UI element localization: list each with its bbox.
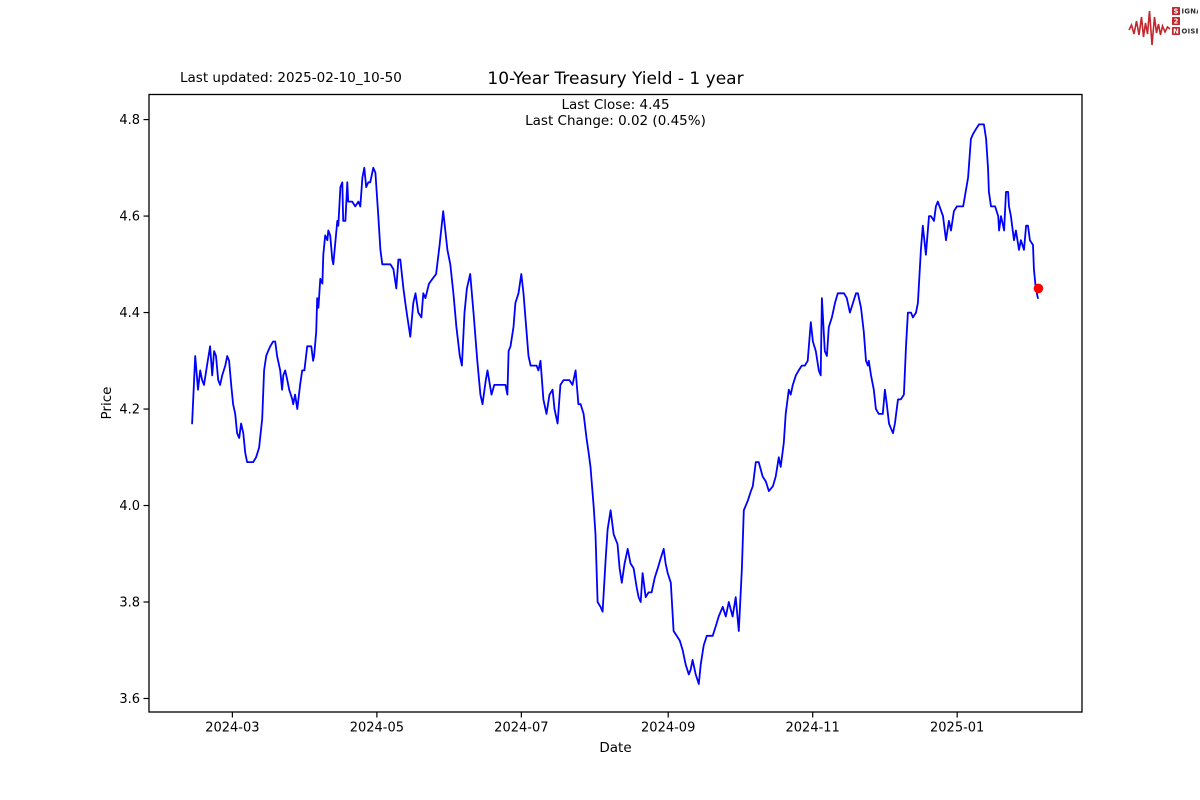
y-tick-label: 4.2 <box>119 402 140 417</box>
logo-badge-2 <box>1172 17 1180 25</box>
last-close-text: Last Close: 4.45 <box>561 97 670 113</box>
logo-badge-n-letter: N <box>1173 28 1179 36</box>
x-tick-label: 2024-11 <box>786 721 840 736</box>
logo-text-oise: OISE <box>1182 28 1199 36</box>
y-tick-label: 4.8 <box>119 113 140 128</box>
signal2noise-logo: S IGNAL 2 N OISE <box>1128 7 1198 46</box>
logo-badge-2-letter: 2 <box>1174 18 1179 26</box>
y-tick-label: 3.6 <box>119 692 140 707</box>
y-tick-label: 3.8 <box>119 595 140 610</box>
x-axis-label: Date <box>599 740 632 756</box>
x-tick-label: 2024-03 <box>205 721 259 736</box>
y-tick-label: 4.6 <box>119 209 140 224</box>
chart-subtitle: Last Close: 4.45 Last Change: 0.02 (0.45… <box>149 97 1082 129</box>
logo-wordmark: S IGNAL 2 N OISE <box>1172 7 1198 36</box>
last-change-text: Last Change: 0.02 (0.45%) <box>525 112 706 129</box>
logo-text-ignal: IGNAL <box>1182 8 1199 16</box>
last-updated-label: Last updated: 2025-02-10_10-50 <box>180 70 402 86</box>
logo-badge-n <box>1172 27 1180 35</box>
plot-frame <box>148 93 1083 713</box>
ekg-waveform-icon <box>1128 10 1171 46</box>
logo-badge-s-letter: S <box>1174 8 1179 16</box>
x-tick-label: 2025-01 <box>930 721 984 736</box>
x-tick-label: 2024-05 <box>350 721 404 736</box>
yield-series-line <box>191 123 1039 685</box>
x-tick-label: 2024-07 <box>494 721 548 736</box>
last-close-marker <box>1033 283 1044 294</box>
logo-badge-s <box>1172 7 1180 15</box>
x-tick-label: 2024-09 <box>641 721 695 736</box>
y-tick-label: 4.0 <box>119 499 140 514</box>
chart-title: 10-Year Treasury Yield - 1 year <box>487 69 744 89</box>
y-tick-label: 4.4 <box>119 306 140 321</box>
